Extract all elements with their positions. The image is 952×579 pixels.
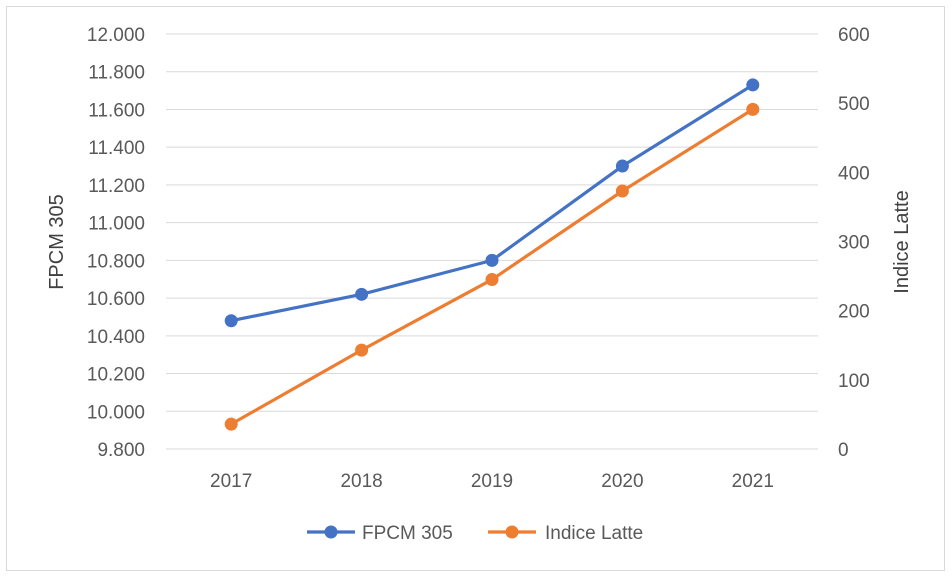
- left-tick-label: 12.000: [87, 25, 145, 46]
- x-axis-ticks: 2017 2018 2019 2020 2021: [210, 471, 774, 492]
- data-point-fpcm-305: [746, 78, 760, 92]
- data-point-fpcm-305: [485, 253, 499, 267]
- series-group: [224, 78, 760, 431]
- right-tick-label: 500: [838, 94, 870, 115]
- left-tick-label: 11.800: [88, 63, 145, 84]
- data-point-fpcm-305: [355, 287, 369, 301]
- left-tick-label: 11.000: [88, 214, 145, 235]
- right-tick-label: 100: [838, 371, 870, 392]
- data-point-indice-latte: [224, 417, 238, 431]
- right-tick-label: 600: [838, 25, 870, 46]
- x-tick-label: 2021: [732, 471, 774, 492]
- data-point-fpcm-305: [615, 159, 629, 173]
- x-tick-label: 2020: [601, 471, 643, 492]
- left-tick-label: 11.600: [88, 100, 145, 121]
- legend: FPCM 305 Indice Latte: [307, 523, 643, 544]
- left-axis-title: FPCM 305: [46, 194, 68, 290]
- legend-marker-fpcm-305: [324, 525, 338, 539]
- gridlines: [166, 33, 818, 450]
- right-axis-ticks: 0 100 200 300 400 500 600: [838, 25, 870, 461]
- data-point-indice-latte: [485, 273, 499, 287]
- x-tick-label: 2017: [210, 471, 252, 492]
- right-tick-label: 300: [838, 233, 870, 254]
- x-tick-label: 2018: [340, 471, 382, 492]
- right-tick-label: 400: [838, 163, 870, 184]
- right-tick-label: 200: [838, 302, 870, 323]
- left-tick-label: 10.400: [87, 327, 145, 348]
- left-axis-ticks: 9.800 10.000 10.200 10.400 10.600 10.800 11.00…: [87, 25, 145, 461]
- left-tick-label: 10.000: [87, 402, 145, 423]
- data-point-fpcm-305: [224, 314, 238, 328]
- data-point-indice-latte: [615, 184, 629, 198]
- left-tick-label: 10.200: [87, 365, 145, 386]
- left-tick-label: 10.800: [87, 251, 145, 272]
- data-point-indice-latte: [355, 343, 369, 357]
- left-tick-label: 9.800: [97, 440, 145, 461]
- legend-label-fpcm-305: FPCM 305: [362, 523, 453, 544]
- right-tick-label: 0: [838, 440, 849, 461]
- left-tick-label: 11.200: [88, 176, 145, 197]
- x-tick-label: 2019: [471, 471, 513, 492]
- legend-marker-indice-latte: [505, 525, 519, 539]
- legend-label-indice-latte: Indice Latte: [545, 523, 643, 544]
- left-tick-label: 10.600: [87, 289, 145, 310]
- right-axis-title: Indice Latte: [891, 190, 913, 293]
- left-tick-label: 11.400: [88, 138, 145, 159]
- data-point-indice-latte: [746, 102, 760, 116]
